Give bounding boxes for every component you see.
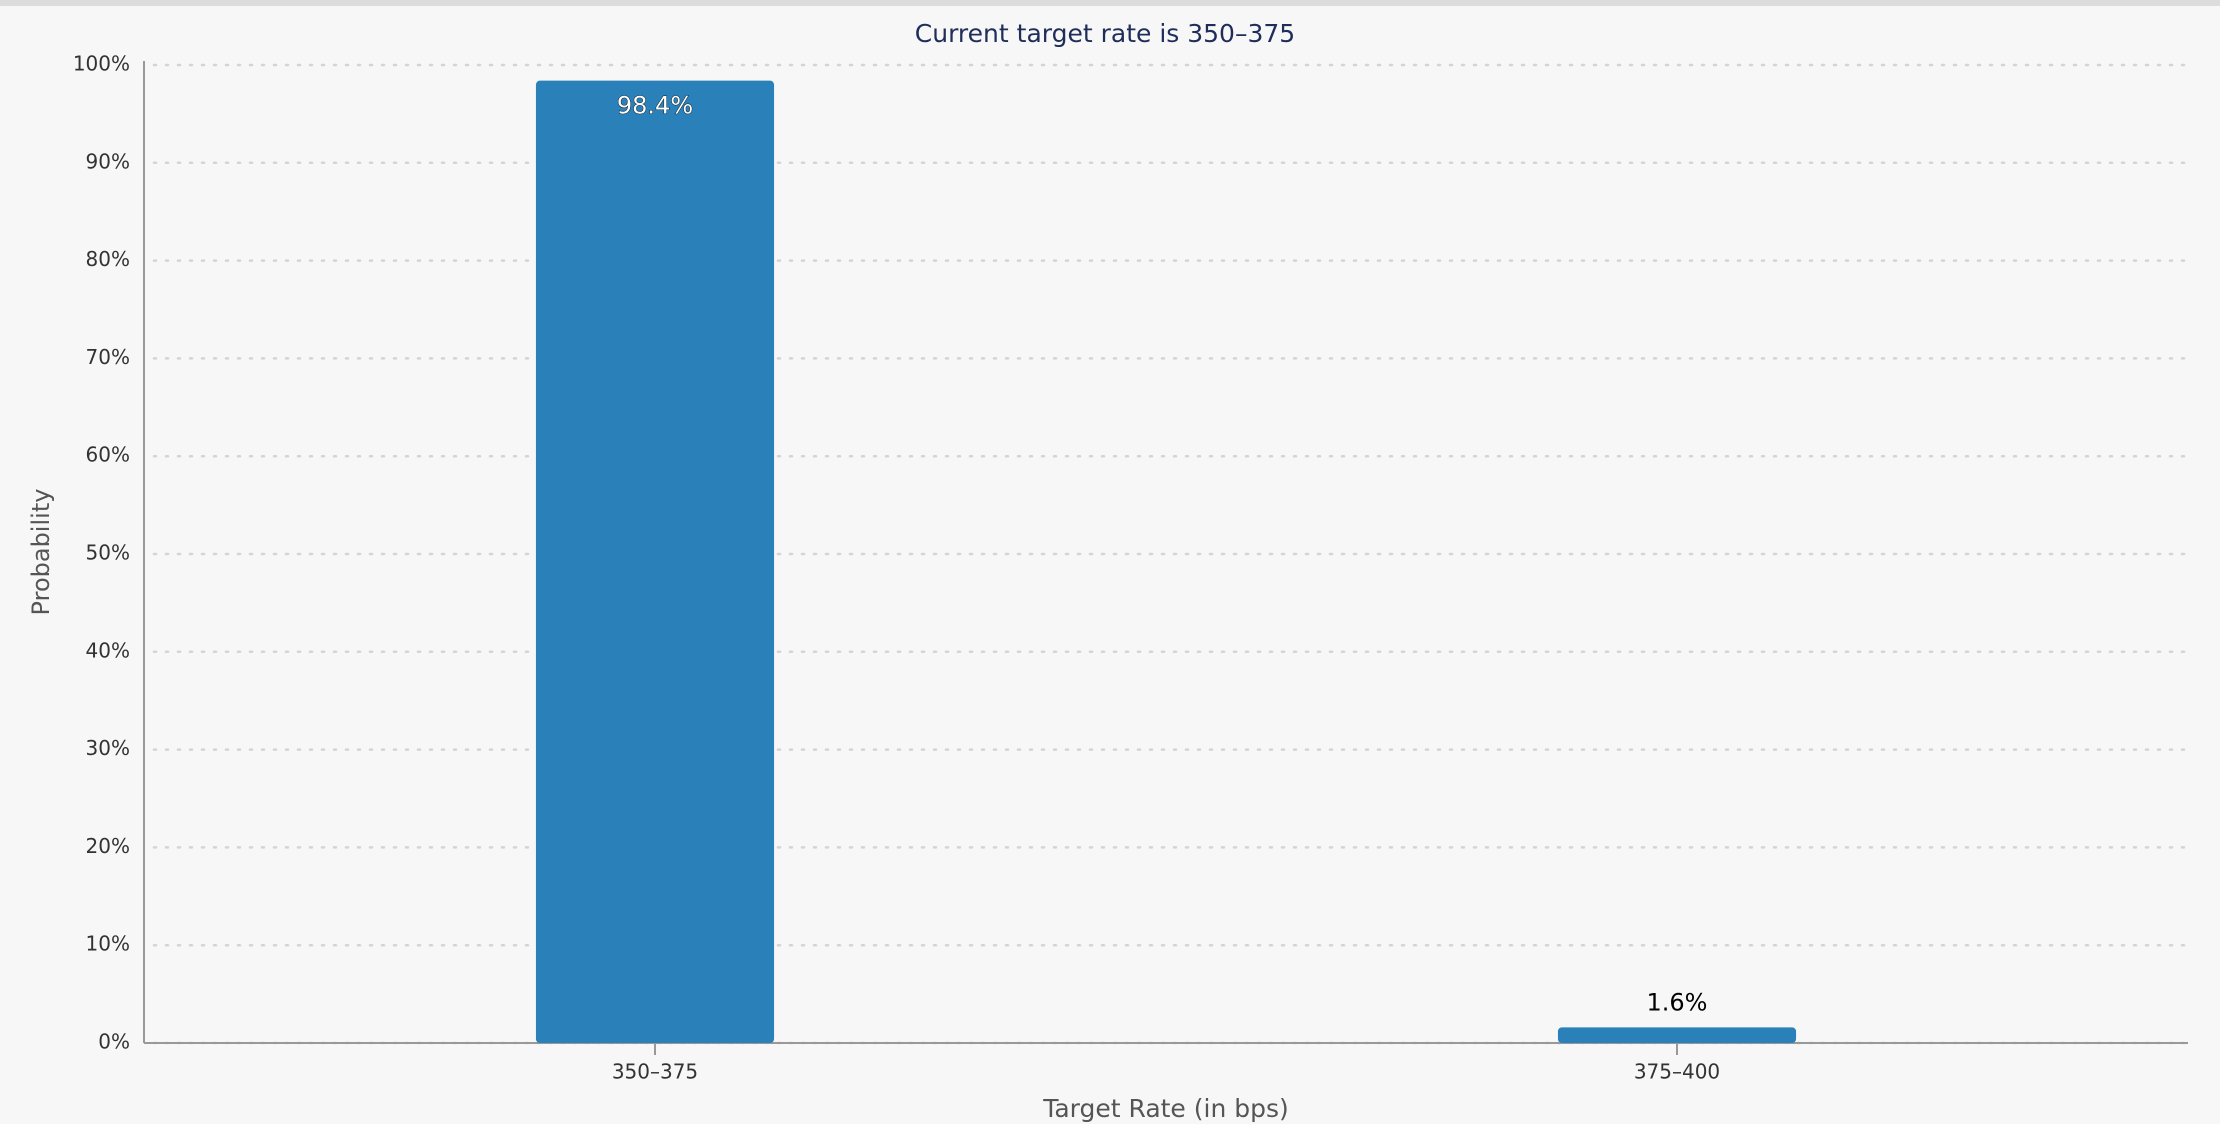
x-tick-label: 350–375 xyxy=(612,1060,698,1084)
y-axis-label: Probability xyxy=(27,489,55,616)
data-label: 1.6% xyxy=(1647,988,1708,1016)
y-tick-label: 50% xyxy=(86,541,130,565)
bar xyxy=(535,80,775,1043)
y-tick-label: 40% xyxy=(86,638,130,662)
y-tick-label: 100% xyxy=(73,52,130,76)
y-tick-label: 20% xyxy=(86,834,130,858)
top-border xyxy=(0,0,2220,6)
y-tick-label: 70% xyxy=(86,345,130,369)
y-tick-label: 90% xyxy=(86,149,130,173)
y-tick-label: 0% xyxy=(98,1030,130,1054)
x-axis-label: Target Rate (in bps) xyxy=(1042,1094,1289,1123)
data-label: 98.4% xyxy=(617,92,693,120)
x-tick-label: 375–400 xyxy=(1634,1060,1720,1084)
y-tick-label: 60% xyxy=(86,443,130,467)
y-tick-label: 30% xyxy=(86,736,130,760)
chart-title: Current target rate is 350–375 xyxy=(915,19,1295,48)
y-tick-label: 80% xyxy=(86,247,130,271)
bar xyxy=(1557,1027,1797,1043)
y-tick-label: 10% xyxy=(86,932,130,956)
